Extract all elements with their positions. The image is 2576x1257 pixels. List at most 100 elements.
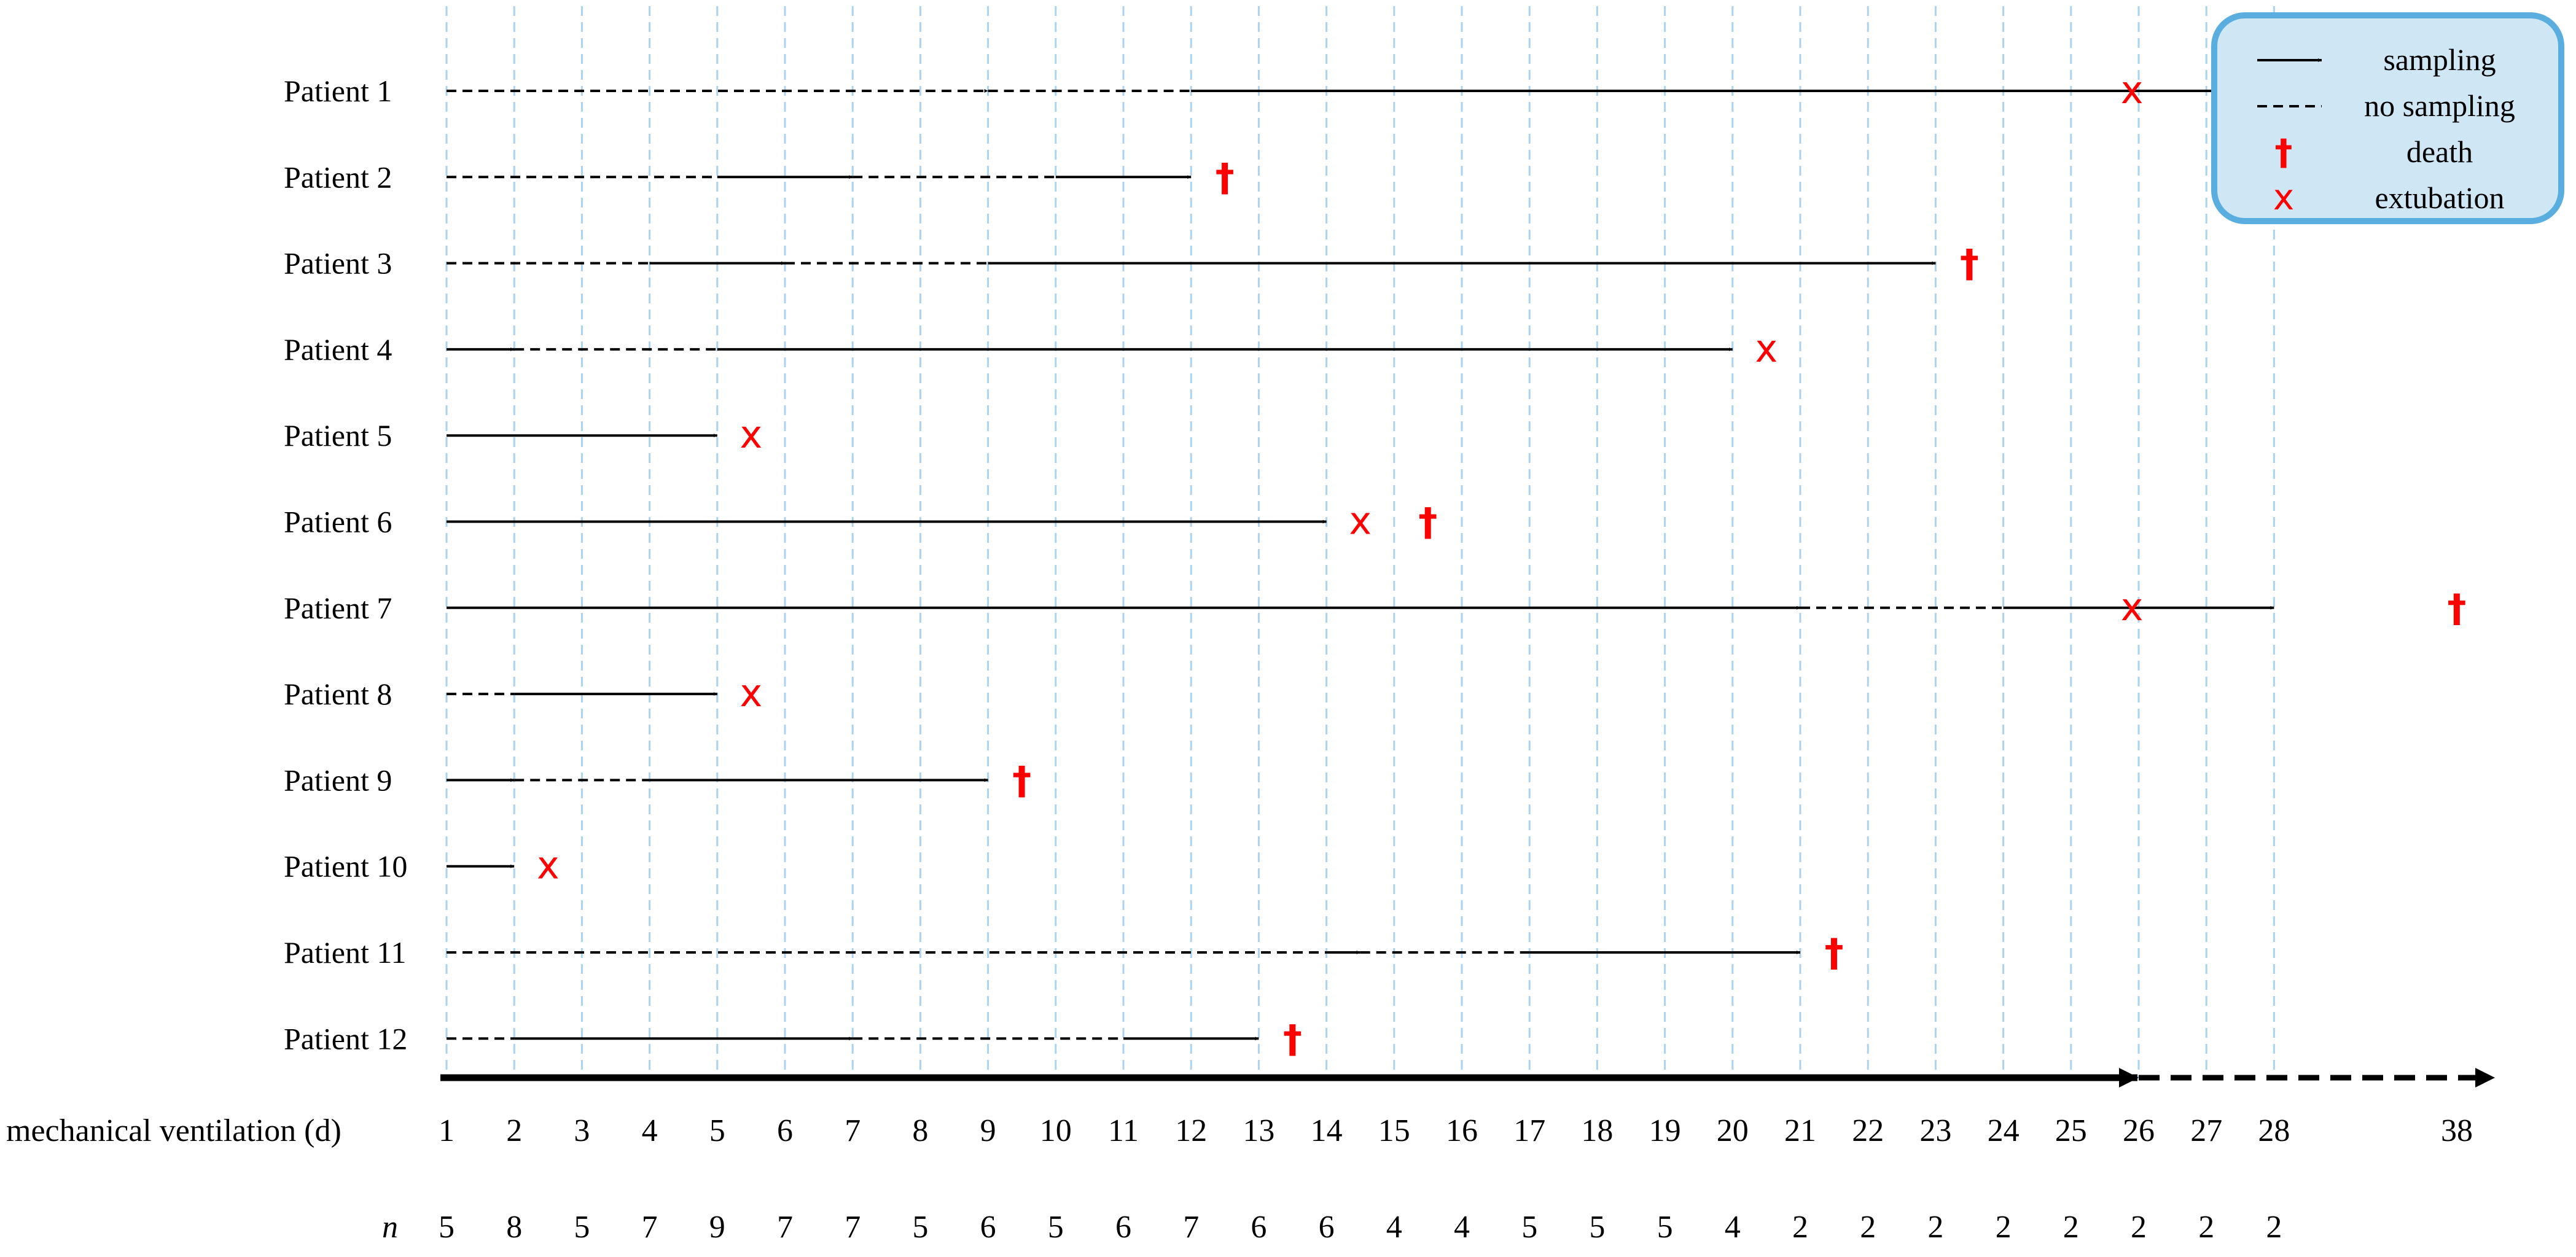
patient-row-4: Patient 4 x bbox=[284, 326, 1778, 371]
patient-label: Patient 5 bbox=[284, 418, 392, 453]
n-label: n bbox=[382, 1210, 398, 1245]
x-tick-label: 22 bbox=[1852, 1113, 1884, 1148]
n-value: 7 bbox=[845, 1210, 861, 1245]
extubation-marker: x bbox=[1755, 326, 1778, 371]
legend-cross-icon: x bbox=[2273, 176, 2294, 218]
n-value: 6 bbox=[1319, 1210, 1335, 1245]
patient-row-9: Patient 9 † bbox=[284, 758, 1031, 803]
patient-rows: Patient 1 x Patient 2 † Patient 3 † Patient 4 x… bbox=[284, 68, 2467, 1061]
patient-label: Patient 9 bbox=[284, 763, 392, 797]
n-value: 2 bbox=[2063, 1210, 2079, 1245]
patient-row-10: Patient 10 x bbox=[284, 843, 560, 888]
x-tick-label: 1 bbox=[439, 1113, 455, 1148]
x-tick-label: 5 bbox=[709, 1113, 725, 1148]
x-tick-label: 4 bbox=[642, 1113, 658, 1148]
patient-row-1: Patient 1 x bbox=[284, 68, 2274, 112]
patient-row-7: Patient 7 x † bbox=[284, 585, 2467, 631]
x-tick-label: 12 bbox=[1175, 1113, 1207, 1148]
legend-label: death bbox=[2406, 134, 2473, 169]
patient-row-2: Patient 2 † bbox=[284, 155, 1235, 200]
legend-box bbox=[2211, 12, 2564, 224]
axis-extension-arrowhead bbox=[2475, 1068, 2495, 1088]
n-value: 7 bbox=[642, 1210, 658, 1245]
grid-lines bbox=[445, 6, 2275, 1078]
legend-item-dash: no sampling bbox=[2257, 88, 2515, 123]
n-value: 5 bbox=[1048, 1210, 1064, 1245]
x-tick-label: 23 bbox=[1919, 1113, 1951, 1148]
extubation-marker: x bbox=[537, 843, 560, 888]
n-value: 5 bbox=[439, 1210, 455, 1245]
n-value: 4 bbox=[1725, 1210, 1741, 1245]
patient-label: Patient 12 bbox=[284, 1021, 407, 1056]
legend: sampling no sampling † death x extubation bbox=[2211, 12, 2564, 224]
axis-arrowhead bbox=[2119, 1068, 2139, 1088]
x-tick-label: 25 bbox=[2055, 1113, 2087, 1148]
n-value: 2 bbox=[2198, 1210, 2214, 1245]
extubation-marker: x bbox=[1349, 499, 1372, 543]
x-tick-label: 11 bbox=[1108, 1113, 1139, 1148]
extubation-marker: x bbox=[740, 671, 763, 715]
death-marker: † bbox=[1418, 500, 1437, 545]
n-value: 7 bbox=[1183, 1210, 1199, 1245]
n-value: 5 bbox=[1657, 1210, 1673, 1245]
patient-row-6: Patient 6 x † bbox=[284, 499, 1437, 545]
x-tick-label: 21 bbox=[1784, 1113, 1816, 1148]
n-value: 5 bbox=[574, 1210, 590, 1245]
x-tick-label: 9 bbox=[980, 1113, 996, 1148]
time-axis: mechanical ventilation (d) 1 2 3 4 5 6 7 8 9 10 11 1… bbox=[6, 1068, 2495, 1245]
x-tick-label: 6 bbox=[777, 1113, 793, 1148]
patient-row-12: Patient 12 † bbox=[284, 1016, 1302, 1061]
extubation-marker: x bbox=[740, 412, 763, 457]
legend-item-dagger: † death bbox=[2275, 131, 2473, 173]
x-tick-label: 19 bbox=[1649, 1113, 1681, 1148]
x-tick-label: 27 bbox=[2190, 1113, 2222, 1148]
x-tick-label: 7 bbox=[845, 1113, 861, 1148]
patient-label: Patient 6 bbox=[284, 505, 392, 539]
n-value: 7 bbox=[777, 1210, 793, 1245]
patient-label: Patient 8 bbox=[284, 677, 392, 711]
x-tick-label: 2 bbox=[506, 1113, 522, 1148]
patient-label: Patient 3 bbox=[284, 246, 392, 281]
legend-label: no sampling bbox=[2364, 88, 2515, 123]
x-tick-label: 24 bbox=[1988, 1113, 2020, 1148]
legend-label: sampling bbox=[2383, 42, 2496, 77]
death-marker: † bbox=[1283, 1016, 1302, 1061]
death-marker: † bbox=[1825, 930, 1844, 975]
patient-row-5: Patient 5 x bbox=[284, 412, 762, 457]
extubation-marker: x bbox=[2121, 68, 2144, 112]
patient-row-8: Patient 8 x bbox=[284, 671, 762, 715]
x-tick-label: 10 bbox=[1040, 1113, 1072, 1148]
n-value: 4 bbox=[1454, 1210, 1470, 1245]
n-value: 2 bbox=[2131, 1210, 2147, 1245]
x-tick-label: 20 bbox=[1717, 1113, 1749, 1148]
n-value: 5 bbox=[912, 1210, 928, 1245]
n-value: 2 bbox=[1792, 1210, 1808, 1245]
legend-dagger-icon: † bbox=[2275, 131, 2293, 173]
patient-label: Patient 11 bbox=[284, 935, 407, 970]
patient-label: Patient 10 bbox=[284, 849, 407, 884]
x-tick-label: 26 bbox=[2123, 1113, 2155, 1148]
n-value: 6 bbox=[980, 1210, 996, 1245]
x-tick-label: 38 bbox=[2441, 1113, 2473, 1148]
patient-row-11: Patient 11 † bbox=[284, 930, 1844, 975]
legend-label: extubation bbox=[2375, 181, 2504, 215]
x-tick-label: 15 bbox=[1378, 1113, 1410, 1148]
n-value: 2 bbox=[2266, 1210, 2282, 1245]
x-tick-label: 14 bbox=[1311, 1113, 1343, 1148]
x-tick-label: 3 bbox=[574, 1113, 590, 1148]
patient-label: Patient 1 bbox=[284, 74, 392, 108]
death-marker: † bbox=[1960, 241, 1979, 286]
x-tick-label: 13 bbox=[1243, 1113, 1274, 1148]
death-marker: † bbox=[1216, 155, 1235, 200]
x-tick-label: 8 bbox=[912, 1113, 928, 1148]
n-value: 6 bbox=[1115, 1210, 1131, 1245]
n-value: 2 bbox=[1860, 1210, 1876, 1245]
death-marker: † bbox=[1012, 758, 1031, 803]
n-value: 5 bbox=[1521, 1210, 1537, 1245]
patient-row-3: Patient 3 † bbox=[284, 241, 1979, 286]
death-marker: † bbox=[2448, 586, 2467, 631]
n-value: 2 bbox=[1996, 1210, 2012, 1245]
patient-label: Patient 4 bbox=[284, 332, 392, 367]
n-value: 4 bbox=[1386, 1210, 1402, 1245]
